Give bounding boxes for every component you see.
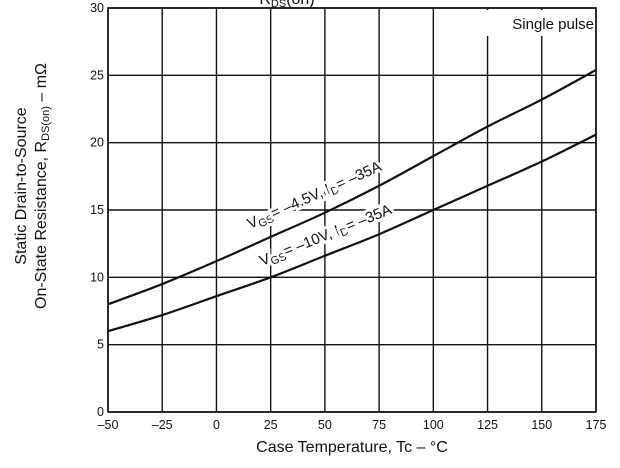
y-tick-label: 15 xyxy=(90,203,104,217)
x-tick-label: 175 xyxy=(586,418,607,432)
series-lines xyxy=(107,68,597,333)
y-axis-label: Static Drain-to-Source On-State Resistan… xyxy=(13,63,52,309)
x-tick-label: 25 xyxy=(264,418,278,432)
y-axis-label-line2: On-State Resistance, RDS(on) – mΩ xyxy=(33,63,52,309)
x-tick-label: 0 xyxy=(213,418,220,432)
x-tick-label: –50 xyxy=(98,418,119,432)
x-tick-label: 75 xyxy=(372,418,386,432)
y-tick-label: 5 xyxy=(97,338,104,352)
y-tick-label: 10 xyxy=(90,270,104,284)
x-tick-label: 100 xyxy=(423,418,444,432)
x-axis-label: Case Temperature, Tc – °C xyxy=(256,439,448,456)
x-tick-label: 150 xyxy=(531,418,552,432)
single-pulse-annotation: Single pulse xyxy=(478,10,594,36)
x-tick-labels: –50 –25 0 25 50 75 100 125 150 175 xyxy=(98,418,607,432)
y-tick-label: 20 xyxy=(90,136,104,150)
y-tick-label: 25 xyxy=(90,68,104,82)
x-tick-label: 125 xyxy=(477,418,498,432)
top-cut-text: RDS(on) xyxy=(259,0,314,10)
plot-frame xyxy=(107,7,597,413)
single-pulse-label: Single pulse xyxy=(512,16,594,33)
y-axis-label-line1: Static Drain-to-Source xyxy=(13,107,30,264)
y-tick-labels: 0 5 10 15 20 25 30 xyxy=(90,1,104,419)
x-tick-label: –25 xyxy=(152,418,173,432)
y-tick-label: 0 xyxy=(97,405,104,419)
y-tick-label: 30 xyxy=(90,1,104,15)
series-line-0 xyxy=(107,68,597,306)
series-line-1 xyxy=(107,133,597,333)
x-tick-label: 50 xyxy=(318,418,332,432)
grid xyxy=(107,7,597,413)
